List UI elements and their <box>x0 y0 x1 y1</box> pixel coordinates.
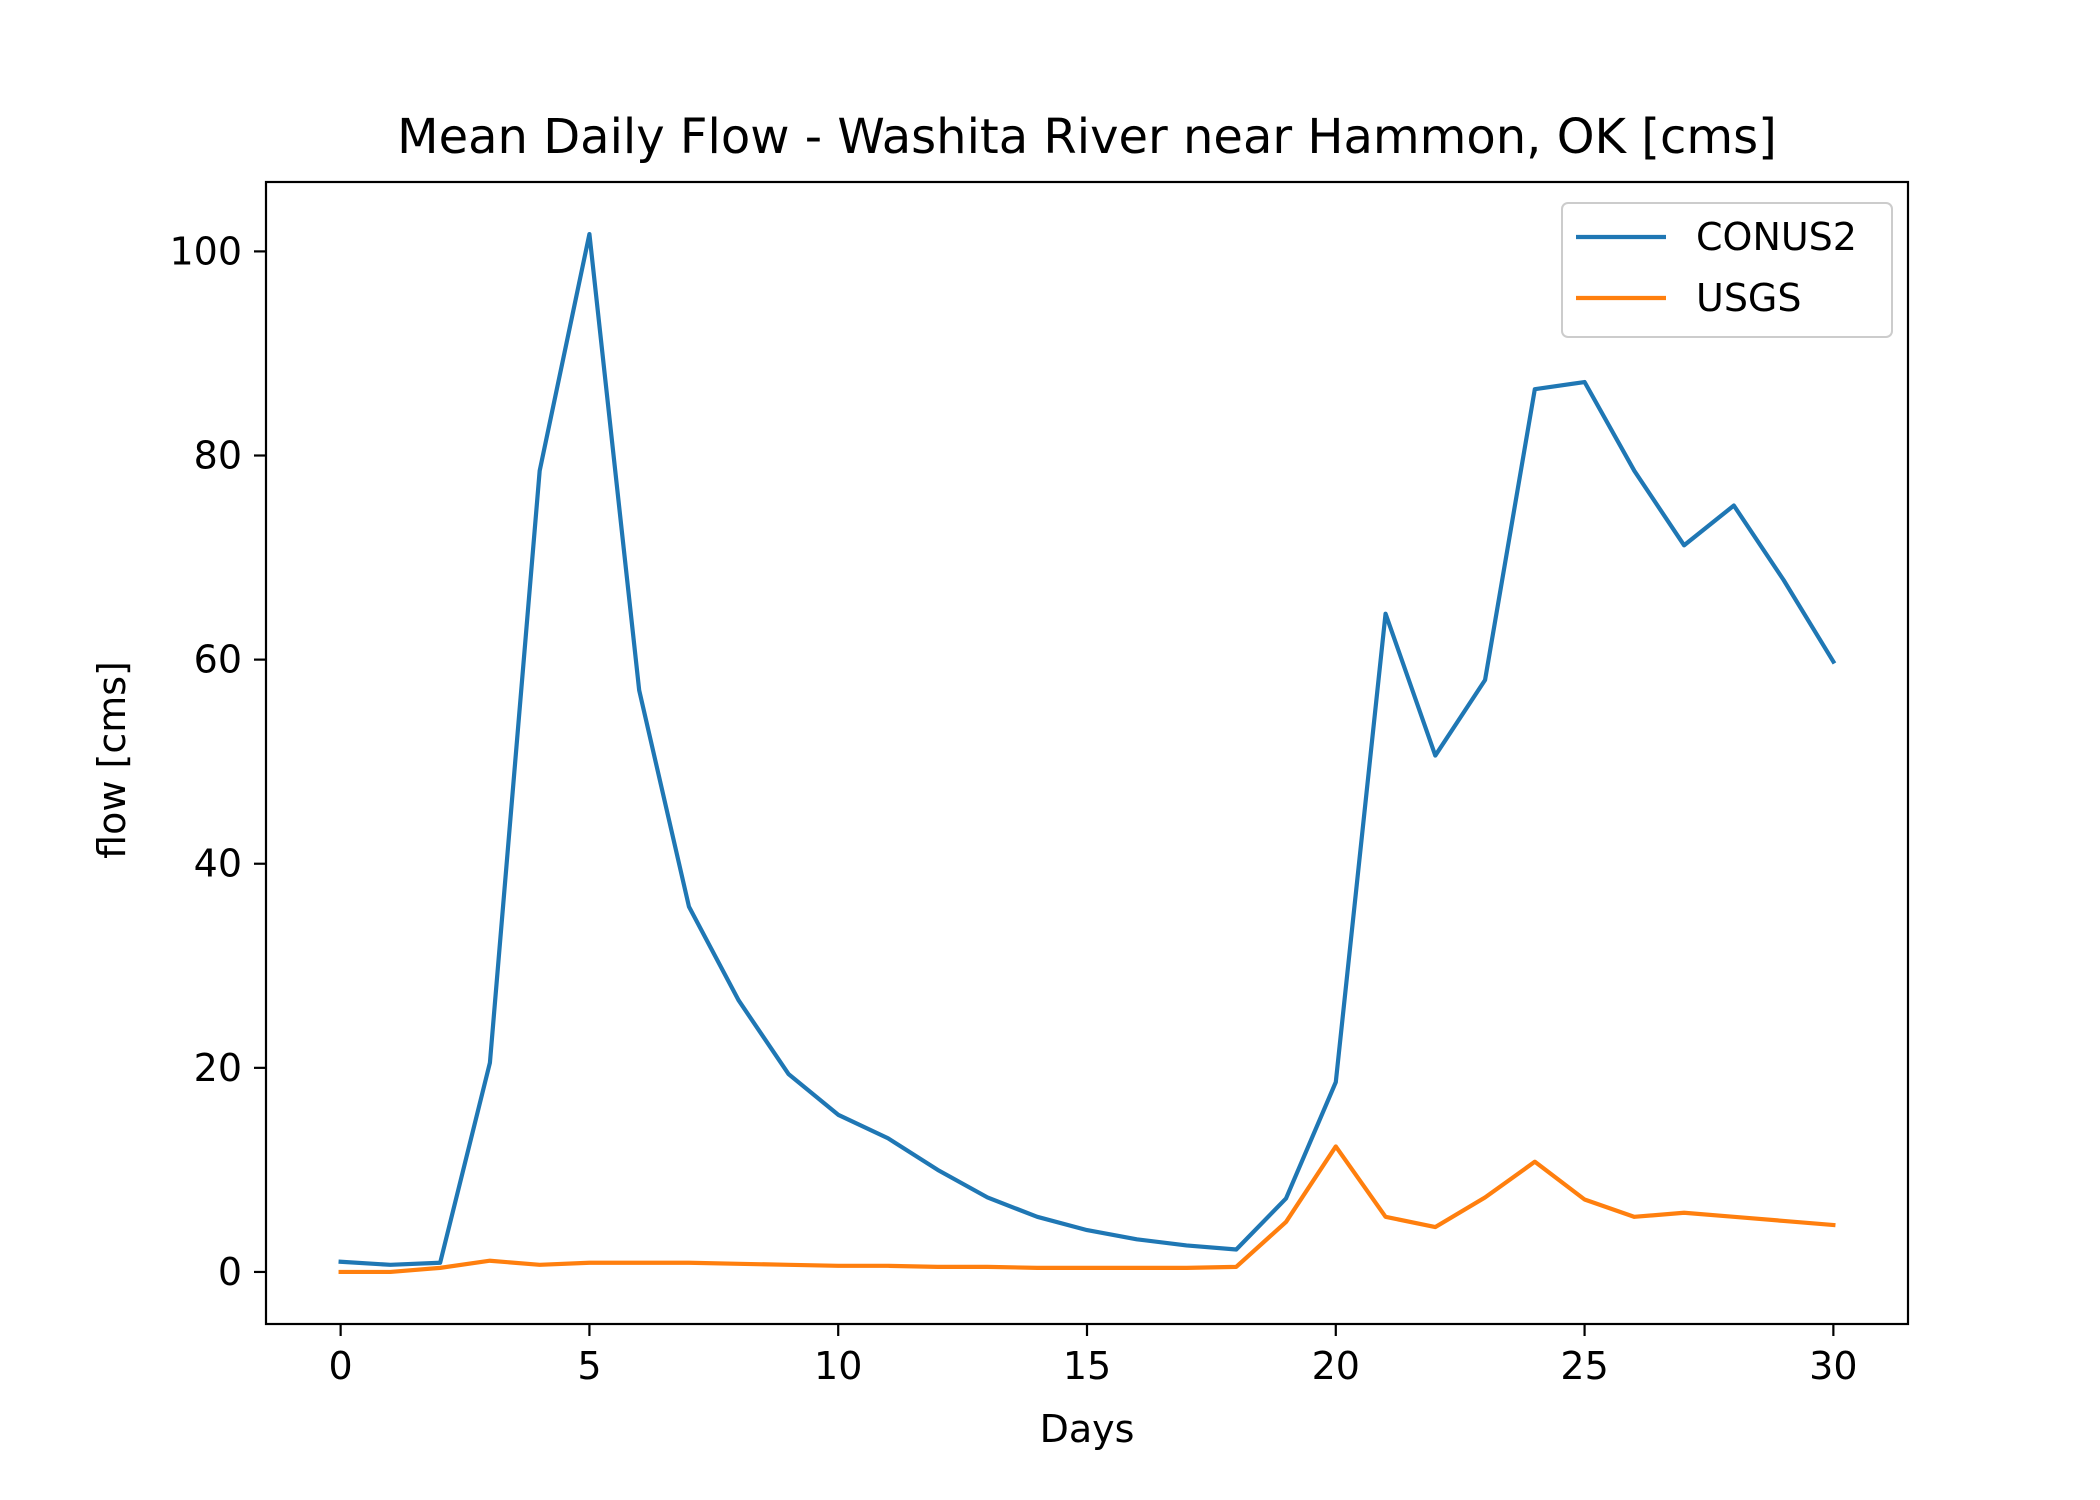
y-tick-label: 20 <box>194 1046 242 1090</box>
y-tick-label: 60 <box>194 638 242 682</box>
x-tick-label: 25 <box>1560 1344 1608 1388</box>
x-tick-label: 15 <box>1063 1344 1111 1388</box>
legend: CONUS2 USGS <box>1561 202 1893 338</box>
x-tick-label: 10 <box>814 1344 862 1388</box>
series-line-usgs <box>338 1144 1836 1275</box>
x-tick-label: 0 <box>329 1344 353 1388</box>
chart-title: Mean Daily Flow - Washita River near Ham… <box>397 109 1777 165</box>
y-tick-label: 0 <box>218 1250 242 1294</box>
y-tick-label: 80 <box>194 434 242 478</box>
y-tick-label: 100 <box>169 229 242 273</box>
y-tick-label: 40 <box>194 842 242 886</box>
x-tick-label: 30 <box>1809 1344 1857 1388</box>
x-tick-label: 20 <box>1312 1344 1360 1388</box>
legend-label-usgs: USGS <box>1696 276 1802 320</box>
x-tick-label: 5 <box>577 1344 601 1388</box>
x-axis-label: Days <box>1040 1407 1135 1451</box>
plot-area: 0 5 10 15 20 25 30 0 20 40 60 80 100 <box>169 180 1910 1388</box>
legend-label-conus2: CONUS2 <box>1696 215 1857 259</box>
series-line-conus2 <box>338 231 1837 1267</box>
y-axis-label: flow [cms] <box>90 661 134 859</box>
